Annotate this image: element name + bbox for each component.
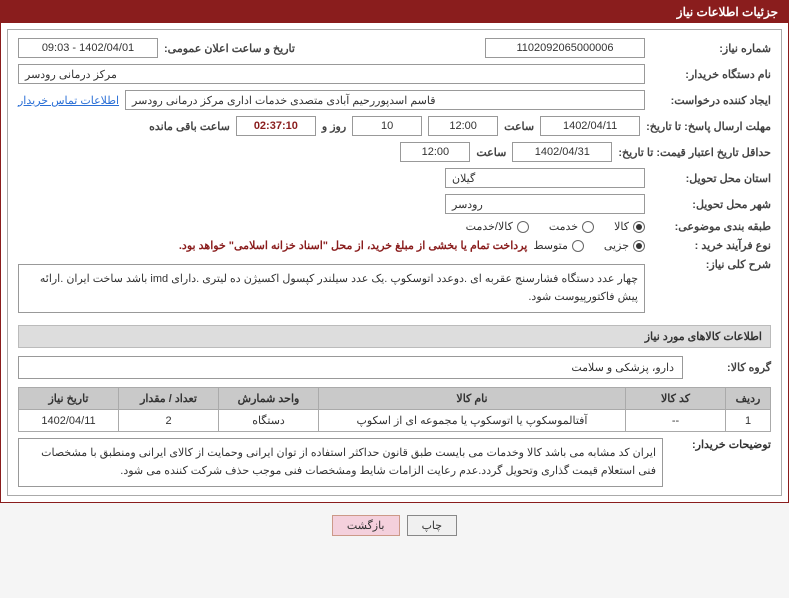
row-need-no: شماره نیاز: 1102092065000006 تاریخ و ساع… (18, 38, 771, 58)
radio-minor-label: جزیی (604, 239, 629, 252)
row-group: گروه کالا: دارو، پزشکی و سلامت (18, 356, 771, 379)
buyer-org-label: نام دستگاه خریدار: (651, 68, 771, 81)
city-value: رودسر (445, 194, 645, 214)
th-row: ردیف (726, 388, 771, 410)
row-desc: شرح کلی نیاز: چهار عدد دستگاه فشارسنج عق… (18, 258, 771, 319)
cell-date: 1402/04/11 (19, 410, 119, 432)
radio-both-label: کالا/خدمت (466, 220, 513, 233)
print-button[interactable]: چاپ (407, 515, 458, 536)
category-radios: کالا خدمت کالا/خدمت (466, 220, 645, 233)
countdown: 02:37:10 (236, 116, 316, 136)
deadline-time: 12:00 (428, 116, 498, 136)
button-row: چاپ بازگشت (0, 507, 789, 544)
days-value: 10 (352, 116, 422, 136)
announce-label: تاریخ و ساعت اعلان عمومی: (164, 42, 295, 55)
deadline-date: 1402/04/11 (540, 116, 640, 136)
announce-value: 1402/04/01 - 09:03 (18, 38, 158, 58)
cell-unit: دستگاه (219, 410, 319, 432)
radio-goods-label: کالا (614, 220, 629, 233)
group-label: گروه کالا: (691, 361, 771, 374)
row-category: طبقه بندی موضوعی: کالا خدمت کالا/خدمت (18, 220, 771, 233)
province-label: استان محل تحویل: (651, 172, 771, 185)
cell-code: -- (626, 410, 726, 432)
payment-note: پرداخت تمام یا بخشی از مبلغ خرید، از محل… (179, 239, 527, 252)
th-name: نام کالا (319, 388, 626, 410)
cell-name: آفتالموسکوپ یا اتوسکوپ یا مجموعه ای از ا… (319, 410, 626, 432)
category-label: طبقه بندی موضوعی: (651, 220, 771, 233)
row-deadline: مهلت ارسال پاسخ: تا تاریخ: 1402/04/11 سا… (18, 116, 771, 136)
th-code: کد کالا (626, 388, 726, 410)
table-header-row: ردیف کد کالا نام کالا واحد شمارش تعداد /… (19, 388, 771, 410)
validity-label: حداقل تاریخ اعتبار قیمت: تا تاریخ: (618, 146, 771, 159)
radio-minor[interactable] (633, 240, 645, 252)
row-remarks: توضیحات خریدار: ایران کد مشابه می باشد ک… (18, 438, 771, 487)
remarks-label: توضیحات خریدار: (671, 438, 771, 451)
desc-label: شرح کلی نیاز: (651, 258, 771, 271)
th-unit: واحد شمارش (219, 388, 319, 410)
time-label-1: ساعت (504, 120, 534, 133)
remaining-label: ساعت باقی مانده (149, 120, 230, 133)
panel-body: شماره نیاز: 1102092065000006 تاریخ و ساع… (7, 29, 782, 496)
validity-time: 12:00 (400, 142, 470, 162)
th-qty: تعداد / مقدار (119, 388, 219, 410)
desc-text: چهار عدد دستگاه فشارسنج عقربه ای .دوعدد … (18, 264, 645, 313)
purchase-type-label: نوع فرآیند خرید : (651, 239, 771, 252)
panel-title: جزئیات اطلاعات نیاز (1, 1, 788, 23)
radio-medium-label: متوسط (533, 239, 568, 252)
th-date: تاریخ نیاز (19, 388, 119, 410)
table-row: 1 -- آفتالموسکوپ یا اتوسکوپ یا مجموعه ای… (19, 410, 771, 432)
need-no-value: 1102092065000006 (485, 38, 645, 58)
days-unit: روز و (322, 120, 346, 133)
time-label-2: ساعت (476, 146, 506, 159)
purchase-type-radios: جزیی متوسط (533, 239, 645, 252)
items-table: ردیف کد کالا نام کالا واحد شمارش تعداد /… (18, 387, 771, 432)
requester-label: ایجاد کننده درخواست: (651, 94, 771, 107)
row-city: شهر محل تحویل: رودسر (18, 194, 771, 214)
back-button[interactable]: بازگشت (332, 515, 400, 536)
row-buyer-org: نام دستگاه خریدار: مرکز درمانی رودسر (18, 64, 771, 84)
row-validity: حداقل تاریخ اعتبار قیمت: تا تاریخ: 1402/… (18, 142, 771, 162)
deadline-label: مهلت ارسال پاسخ: تا تاریخ: (646, 120, 771, 133)
buyer-org-value: مرکز درمانی رودسر (18, 64, 645, 84)
city-label: شهر محل تحویل: (651, 198, 771, 211)
need-no-label: شماره نیاز: (651, 42, 771, 55)
cell-row: 1 (726, 410, 771, 432)
radio-goods[interactable] (633, 221, 645, 233)
row-province: استان محل تحویل: گیلان (18, 168, 771, 188)
row-requester: ایجاد کننده درخواست: قاسم اسدپوررحیم آبا… (18, 90, 771, 110)
province-value: گیلان (445, 168, 645, 188)
cell-qty: 2 (119, 410, 219, 432)
remarks-text: ایران کد مشابه می باشد کالا وخدمات می با… (18, 438, 663, 487)
group-value: دارو، پزشکی و سلامت (18, 356, 683, 379)
radio-medium[interactable] (572, 240, 584, 252)
contact-link[interactable]: اطلاعات تماس خریدار (18, 94, 119, 107)
details-panel: جزئیات اطلاعات نیاز شماره نیاز: 11020920… (0, 0, 789, 503)
radio-both[interactable] (517, 221, 529, 233)
row-purchase-type: نوع فرآیند خرید : جزیی متوسط پرداخت تمام… (18, 239, 771, 252)
validity-date: 1402/04/31 (512, 142, 612, 162)
radio-service-label: خدمت (549, 220, 578, 233)
radio-service[interactable] (582, 221, 594, 233)
items-section-title: اطلاعات کالاهای مورد نیاز (18, 325, 771, 348)
requester-value: قاسم اسدپوررحیم آبادی متصدی خدمات اداری … (125, 90, 645, 110)
